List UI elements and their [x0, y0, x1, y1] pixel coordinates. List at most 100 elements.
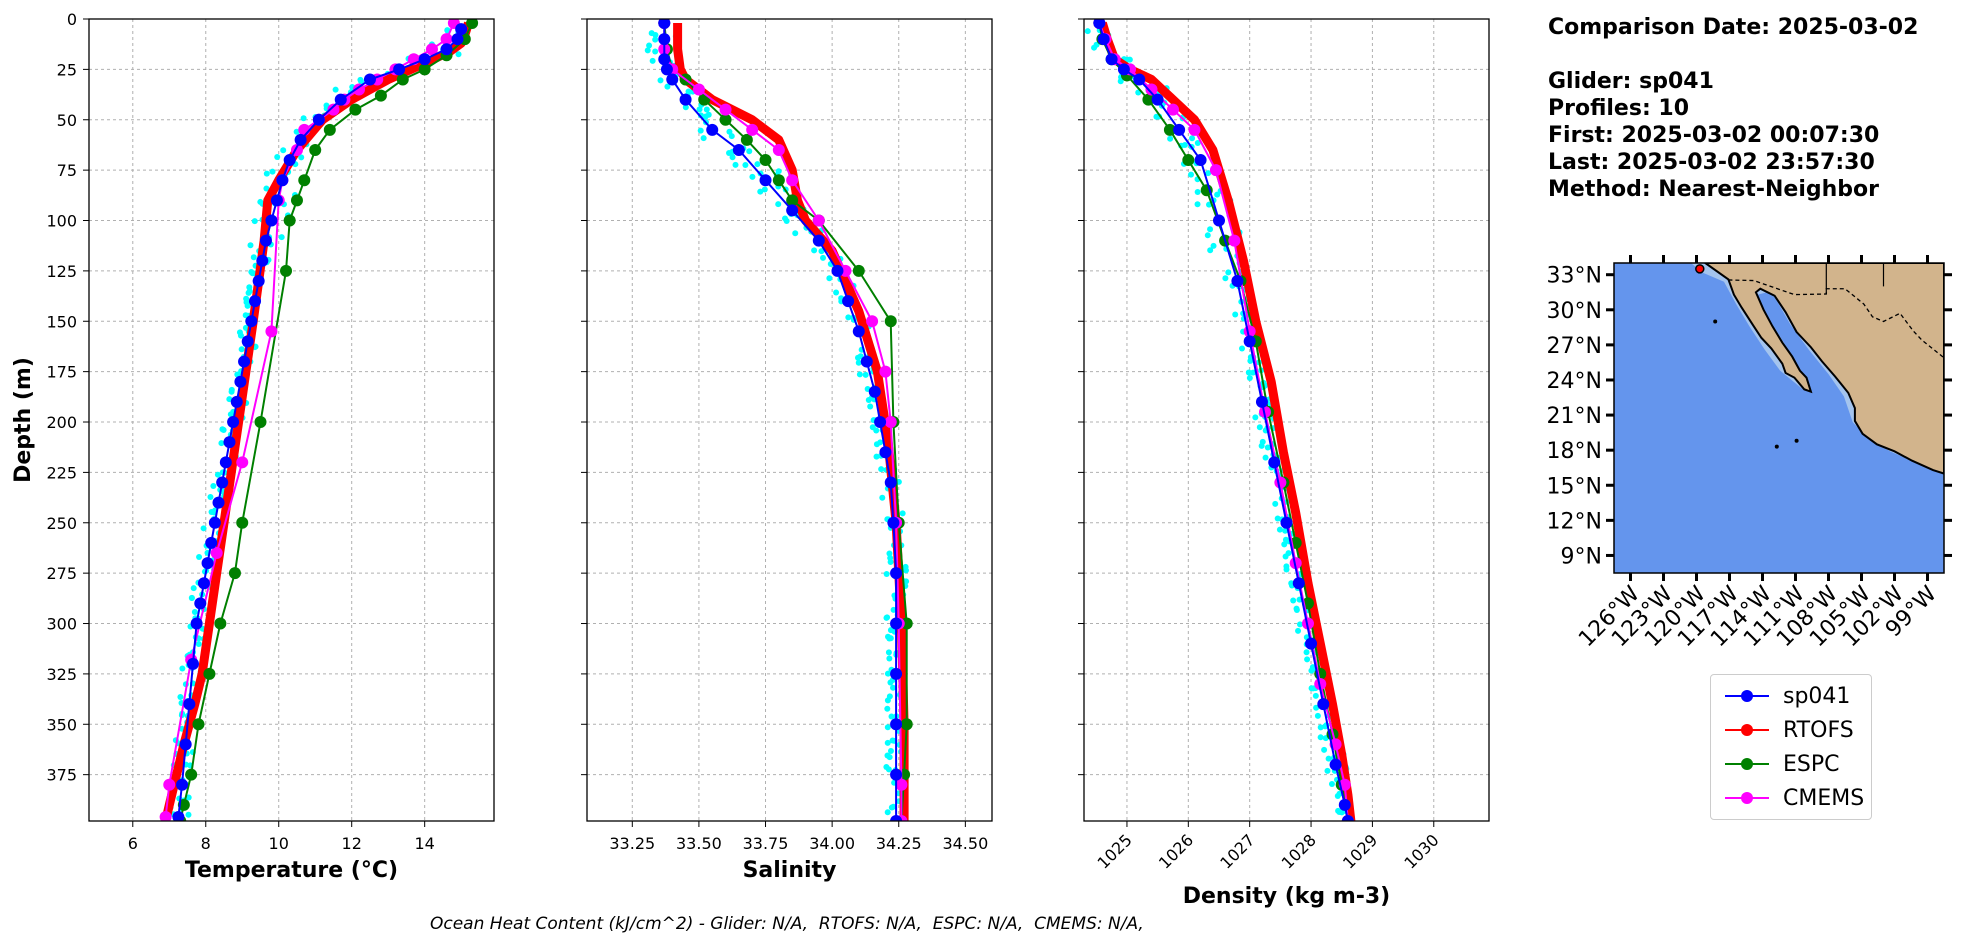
raw-glider-point [246, 284, 253, 291]
series-point-cmems [159, 810, 172, 821]
series-point-espc [396, 73, 409, 86]
raw-glider-point [226, 396, 233, 403]
raw-glider-point [873, 453, 880, 460]
series-point-sp041 [1243, 335, 1256, 348]
series-point-sp041 [393, 63, 406, 76]
series-point-espc [323, 123, 336, 136]
raw-glider-point [1303, 649, 1310, 656]
series-point-sp041 [1305, 637, 1318, 650]
raw-glider-point [1207, 226, 1214, 233]
raw-glider-point [899, 510, 906, 517]
raw-glider-point [357, 76, 364, 83]
raw-glider-point [1246, 375, 1253, 382]
x-tick-label: 8 [201, 834, 211, 853]
series-point-sp041 [890, 718, 903, 731]
lat-tick-label: 18°N [1547, 439, 1602, 464]
raw-glider-point [833, 289, 840, 296]
raw-glider-point [1336, 809, 1343, 816]
series-point-cmems [210, 546, 223, 559]
raw-glider-point [1295, 627, 1302, 634]
raw-glider-point [890, 803, 897, 810]
raw-glider-point [855, 359, 862, 366]
raw-glider-point [884, 739, 891, 746]
raw-glider-point [1282, 553, 1289, 560]
series-point-sp041 [1255, 395, 1268, 408]
series-point-sp041 [1268, 456, 1281, 469]
series-point-sp041 [860, 355, 873, 368]
raw-glider-point [652, 36, 659, 43]
series-point-cmems [1274, 476, 1287, 489]
series-point-espc [900, 718, 913, 731]
series-point-sp041 [759, 174, 772, 187]
series-point-cmems [265, 325, 278, 338]
x-tick-label: 33.75 [743, 834, 789, 853]
raw-glider-point [903, 567, 910, 574]
raw-glider-point [1205, 170, 1212, 177]
y-tick-label: 300 [46, 615, 77, 634]
series-point-sp041 [194, 597, 207, 610]
series-point-sp041 [868, 385, 881, 398]
series-point-sp041 [879, 446, 892, 459]
series-point-cmems [236, 456, 249, 469]
raw-glider-point [682, 104, 689, 111]
raw-glider-point [1317, 734, 1324, 741]
series-point-cmems [327, 103, 340, 116]
panel-1: 33.25 33.50 33.75 34.00 34.25 34.50 Salinity [581, 18, 993, 883]
lat-tick-label: 15°N [1547, 474, 1602, 499]
raw-glider-point [854, 354, 861, 361]
raw-glider-point [1264, 444, 1271, 451]
raw-glider-point [257, 198, 264, 205]
raw-glider-point [890, 606, 897, 613]
y-tick-label: 350 [46, 715, 77, 734]
raw-glider-point [185, 811, 192, 818]
series-point-sp041 [259, 234, 272, 247]
series-point-sp041 [1133, 73, 1146, 86]
series-point-cmems [884, 416, 897, 429]
lat-tick-label: 21°N [1547, 404, 1602, 429]
series-point-sp041 [1173, 123, 1186, 136]
series-point-sp041 [186, 657, 199, 670]
series-point-sp041 [176, 778, 189, 791]
legend: sp041 RTOFS ESPC CMEMS [1710, 674, 1872, 820]
raw-glider-point [269, 168, 276, 175]
raw-glider-point [1194, 139, 1201, 146]
series-point-sp041 [312, 113, 325, 126]
y-tick-label: 100 [46, 212, 77, 231]
x-tick-label: 1030 [1400, 830, 1442, 872]
raw-glider-point [885, 633, 892, 640]
lat-tick-label: 9°N [1561, 544, 1602, 569]
x-tick-label: 34.25 [876, 834, 922, 853]
raw-glider-point [214, 471, 221, 478]
x-tick-label: 1027 [1216, 830, 1258, 872]
lat-tick-label: 24°N [1547, 369, 1602, 394]
series-point-espc [786, 194, 799, 207]
series-point-sp041 [660, 63, 673, 76]
raw-glider-point [879, 494, 886, 501]
series-point-sp041 [852, 325, 865, 338]
comparison-info: Comparison Date: 2025-03-02 Glider: sp04… [1548, 14, 1918, 203]
series-point-sp041 [887, 516, 900, 529]
series-point-espc [374, 89, 387, 102]
raw-glider-point [218, 440, 225, 447]
raw-glider-point [1232, 311, 1239, 318]
series-point-cmems [746, 123, 759, 136]
series-point-espc [759, 154, 772, 167]
raw-glider-point [884, 809, 891, 816]
series-point-sp041 [679, 93, 692, 106]
raw-glider-point [700, 135, 707, 142]
raw-glider-point [826, 275, 833, 282]
series-point-sp041 [238, 355, 251, 368]
series-point-sp041 [270, 194, 283, 207]
x-tick-label: 33.25 [609, 834, 655, 853]
y-tick-label: 325 [46, 665, 77, 684]
series-point-sp041 [201, 557, 214, 570]
series-point-sp041 [245, 315, 258, 328]
y-axis-label: Depth (m) [11, 357, 36, 483]
land [1703, 263, 1944, 475]
series-point-cmems [719, 103, 732, 116]
raw-glider-point [1084, 28, 1091, 35]
raw-glider-point [746, 148, 753, 155]
x-axis-label: Density (kg m-3) [1183, 884, 1391, 909]
raw-glider-point [820, 254, 827, 261]
raw-glider-point [1274, 515, 1281, 522]
